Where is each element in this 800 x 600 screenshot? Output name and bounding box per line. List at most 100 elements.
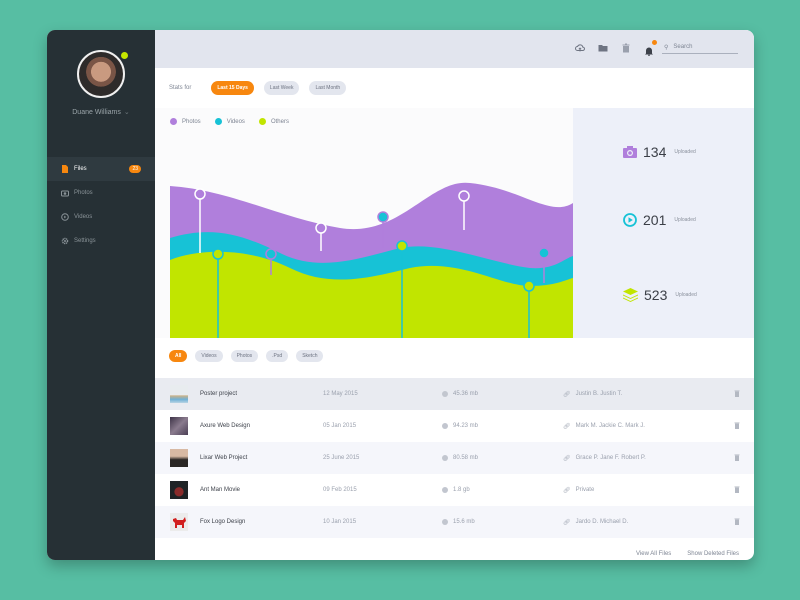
link-icon: 🔗︎ xyxy=(563,423,571,430)
sidebar-item-photos[interactable]: Photos xyxy=(47,181,155,205)
sidebar-item-label: Videos xyxy=(74,214,93,220)
sidebar-item-files[interactable]: Files 23 xyxy=(47,157,155,181)
table-row[interactable]: Axure Web Design 05 Jan 2015 94.23 mb 🔗︎… xyxy=(155,410,754,442)
file-name[interactable]: Axure Web Design xyxy=(200,423,250,429)
avatar[interactable] xyxy=(77,50,125,98)
shared-users: Jardo D. Michael D. xyxy=(575,519,629,525)
size-icon xyxy=(442,519,448,525)
delete-file-button[interactable] xyxy=(734,454,740,463)
sidebar-item-videos[interactable]: Videos xyxy=(47,205,155,229)
notifications-button[interactable] xyxy=(644,40,657,57)
legend-label: Others xyxy=(270,118,289,125)
layers-icon xyxy=(623,288,638,302)
files-count-badge: 23 xyxy=(129,165,141,173)
file-name[interactable]: Ant Man Movie xyxy=(200,487,241,493)
trash-icon xyxy=(734,390,740,397)
notification-badge xyxy=(652,40,657,45)
legend-dot xyxy=(214,118,222,125)
range-last-month[interactable]: Last Month xyxy=(309,81,347,95)
link-icon: 🔗︎ xyxy=(563,391,571,398)
filter-all[interactable]: All xyxy=(169,350,188,362)
sidebar: Duane Williams ⌄ Files 23 Photos Videos S… xyxy=(47,30,155,560)
user-menu[interactable]: Duane Williams ⌄ xyxy=(47,108,155,116)
table-row[interactable]: Fox Logo Design 10 Jan 2015 15.6 mb 🔗︎ Ja… xyxy=(155,506,754,538)
file-shared-with: 🔗︎ Jardo D. Michael D. xyxy=(563,519,628,526)
filter-videos[interactable]: Videos xyxy=(195,350,223,362)
search-placeholder: Search xyxy=(673,44,693,50)
stats-range-bar: Stats for Last 15 Days Last Week Last Mo… xyxy=(155,68,754,108)
file-shared-with: 🔗︎ Mark M. Jackie C. Mark J. xyxy=(563,423,645,430)
file-date: 12 May 2015 xyxy=(323,391,358,397)
sidebar-nav: Files 23 Photos Videos Settings xyxy=(47,157,155,253)
delete-file-button[interactable] xyxy=(734,422,740,431)
delete-file-button[interactable] xyxy=(734,390,740,399)
filter-photos[interactable]: Photos xyxy=(230,350,259,362)
stat-label: Uploaded xyxy=(674,149,696,155)
sidebar-item-settings[interactable]: Settings xyxy=(47,229,155,253)
size-value: 15.6 mb xyxy=(453,519,475,525)
summary-photos: 134 Uploaded xyxy=(623,144,696,160)
range-last-week[interactable]: Last Week xyxy=(263,81,300,95)
trash-icon xyxy=(734,518,740,525)
file-shared-with: 🔗︎ Private xyxy=(563,487,594,494)
range-last-15-days[interactable]: Last 15 Days xyxy=(211,81,254,95)
size-value: 1.8 gb xyxy=(453,487,470,493)
legend-videos[interactable]: Videos xyxy=(214,118,245,125)
size-value: 80.58 mb xyxy=(453,455,479,461)
online-status-dot xyxy=(121,52,128,59)
chart-legend: Photos Videos Others xyxy=(170,118,289,125)
size-icon xyxy=(442,423,448,429)
file-name[interactable]: Lixar Web Project xyxy=(200,455,248,461)
legend-photos[interactable]: Photos xyxy=(170,118,201,125)
stat-label: Uploaded xyxy=(674,217,696,223)
bell-icon xyxy=(645,47,653,57)
delete-file-button[interactable] xyxy=(734,518,740,527)
cloud-upload-icon[interactable] xyxy=(575,43,585,53)
file-date: 25 June 2015 xyxy=(323,455,360,461)
delete-file-button[interactable] xyxy=(734,486,740,495)
search-input[interactable]: ⚲ Search xyxy=(662,41,738,54)
view-all-files-link[interactable]: View All Files xyxy=(636,551,672,557)
file-thumbnail xyxy=(170,385,188,403)
file-name[interactable]: Poster project xyxy=(200,391,238,397)
file-size: 15.6 mb xyxy=(442,519,475,525)
sidebar-item-label: Photos xyxy=(74,190,93,196)
folder-icon[interactable] xyxy=(598,43,608,53)
legend-dot xyxy=(258,118,266,125)
play-icon xyxy=(61,213,69,221)
table-row[interactable]: Lixar Web Project 25 June 2015 80.58 mb … xyxy=(155,442,754,474)
file-shared-with: 🔗︎ Grace P. Jane F. Robert P. xyxy=(563,455,646,462)
file-icon xyxy=(62,165,68,173)
search-icon: ⚲ xyxy=(664,44,669,51)
summary-others: 523 Uploaded xyxy=(623,287,697,303)
chart-markers xyxy=(194,188,550,338)
file-thumbnail xyxy=(170,417,188,435)
shared-users: Mark M. Jackie C. Mark J. xyxy=(575,423,645,429)
file-date: 09 Feb 2015 xyxy=(323,487,357,493)
size-value: 94.23 mb xyxy=(453,423,479,429)
legend-others[interactable]: Others xyxy=(258,118,289,125)
trash-icon[interactable] xyxy=(621,43,631,53)
trash-icon xyxy=(734,454,740,461)
show-deleted-files-link[interactable]: Show Deleted Files xyxy=(687,551,739,557)
others-count: 523 xyxy=(644,287,668,303)
filter-psd[interactable]: .Psd xyxy=(266,350,289,362)
table-footer: View All Files Show Deleted Files xyxy=(636,551,739,557)
area-chart-svg xyxy=(170,182,573,338)
size-icon xyxy=(442,391,448,397)
file-shared-with: 🔗︎ Justin B. Justin T. xyxy=(563,391,622,398)
file-name[interactable]: Fox Logo Design xyxy=(200,519,246,525)
file-thumbnail xyxy=(170,449,188,467)
file-thumbnail xyxy=(170,481,188,499)
avatar-container[interactable] xyxy=(77,50,128,98)
trash-icon xyxy=(734,486,740,493)
toolbar-icons xyxy=(575,40,657,57)
filter-sketch[interactable]: Sketch xyxy=(296,350,324,362)
table-row[interactable]: Poster project 12 May 2015 45.36 mb 🔗︎ Ju… xyxy=(155,378,754,410)
file-thumbnail xyxy=(170,513,188,531)
link-icon: 🔗︎ xyxy=(563,455,571,462)
shared-users: Grace P. Jane F. Robert P. xyxy=(575,455,646,461)
table-row[interactable]: Ant Man Movie 09 Feb 2015 1.8 gb 🔗︎ Priva… xyxy=(155,474,754,506)
legend-dot xyxy=(170,118,177,125)
gear-icon xyxy=(61,237,69,245)
